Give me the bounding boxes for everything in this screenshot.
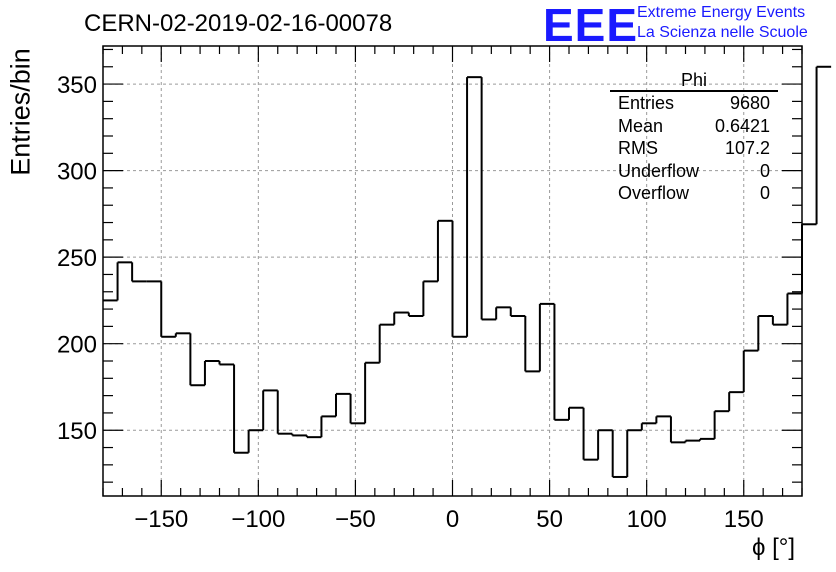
- x-tick-label: 100: [627, 506, 667, 533]
- stats-label: Overflow: [618, 183, 690, 204]
- stats-value: 0: [759, 183, 770, 204]
- stats-value: 9680: [729, 93, 770, 113]
- tick-labels: −150 −100 −50 0 50 100 150 150 200 250 300 350: [57, 72, 764, 533]
- stats-label: Underflow: [618, 160, 700, 181]
- stats-row-mean: Mean 0.6421: [610, 115, 778, 138]
- x-tick-label: −50: [335, 506, 376, 533]
- stats-label: Mean: [618, 115, 664, 136]
- logo-line-1: Extreme Energy Events: [637, 4, 806, 21]
- stats-title: Phi: [610, 70, 778, 92]
- stats-value: 0.6421: [714, 115, 770, 136]
- stats-row-rms: RMS 107.2: [610, 137, 778, 160]
- y-tick-label: 350: [57, 72, 97, 99]
- eee-logo-text: Extreme Energy Events La Scienza nelle S…: [637, 3, 808, 43]
- chart-title: CERN-02-2019-02-16-00078: [84, 10, 393, 37]
- tick-marks: [102, 46, 803, 496]
- x-tick-label: −100: [231, 506, 285, 533]
- histogram-bins: [103, 65, 832, 478]
- y-tick-label: 150: [57, 418, 97, 445]
- x-axis-label: ϕ [°]: [752, 534, 796, 561]
- y-tick-label: 300: [57, 159, 97, 186]
- stats-label: RMS: [618, 138, 658, 159]
- stats-row-underflow: Underflow 0: [610, 160, 778, 183]
- grid-lines: [103, 46, 802, 496]
- eee-logo: EEE: [543, 0, 639, 51]
- stats-value: 0: [759, 160, 770, 181]
- logo-line-2: La Scienza nelle Scuole: [637, 24, 808, 41]
- y-tick-label: 250: [57, 245, 97, 272]
- stats-box: Phi Entries 9680 Mean 0.6421 RMS 107.2 U…: [610, 70, 778, 205]
- stats-row-overflow: Overflow 0: [610, 182, 778, 205]
- stats-value: 107.2: [724, 138, 770, 159]
- x-tick-label: 0: [446, 506, 459, 533]
- y-axis-label: Entries/bin: [5, 48, 36, 176]
- stats-row-entries: Entries 9680: [610, 92, 778, 115]
- stats-label: Entries: [618, 93, 675, 113]
- y-tick-label: 200: [57, 332, 97, 359]
- x-tick-label: 50: [536, 506, 563, 533]
- x-tick-label: 150: [724, 506, 764, 533]
- x-tick-label: −150: [134, 506, 188, 533]
